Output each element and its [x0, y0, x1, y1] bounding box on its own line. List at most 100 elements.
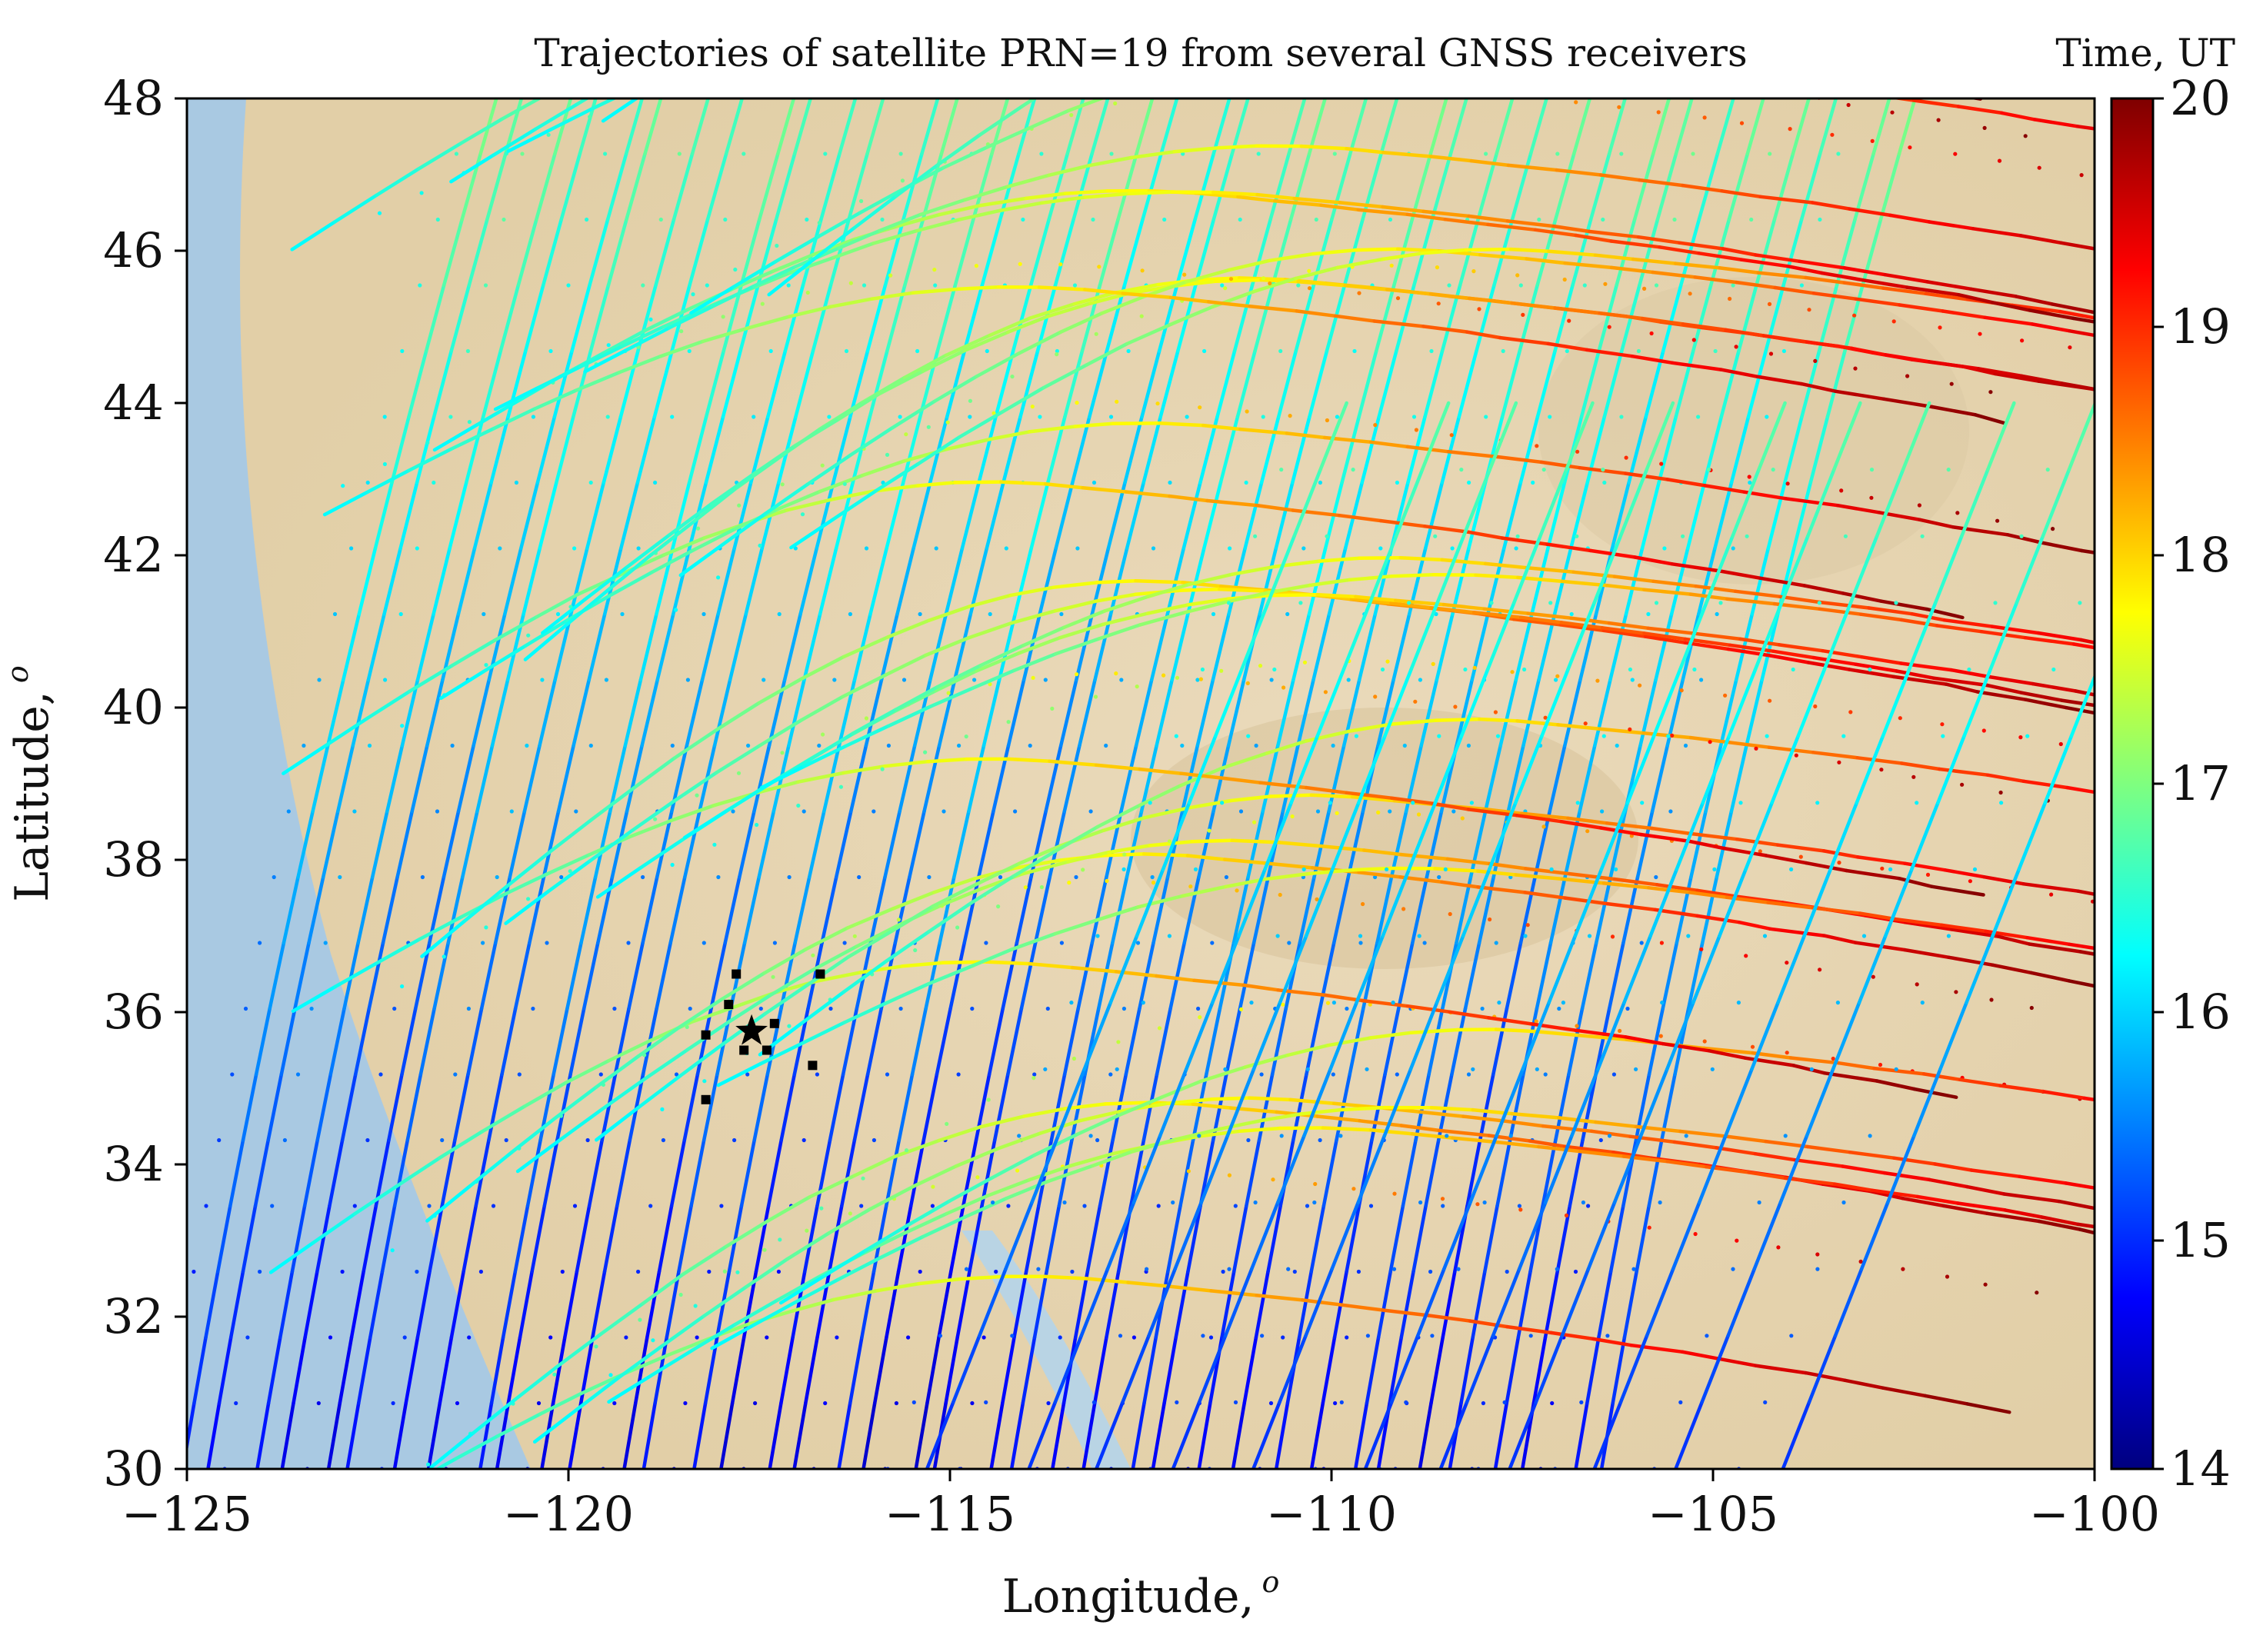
trajectory-point — [1390, 264, 1394, 268]
trajectory-point — [1836, 152, 1840, 155]
trajectory-segment — [2156, 658, 2192, 664]
trajectory-point — [1015, 1168, 1019, 1172]
trajectory-segment — [756, 0, 798, 3]
trajectory-point — [1293, 1270, 1297, 1274]
trajectory-segment — [1150, 11, 1192, 32]
trajectory-segment — [959, 287, 998, 289]
trajectory-point — [1625, 1007, 1629, 1011]
trajectory-point — [1988, 390, 1992, 394]
trajectory-point — [723, 1270, 727, 1274]
trajectory-point — [574, 809, 578, 813]
trajectory-point — [1481, 1007, 1485, 1011]
trajectory-point — [1818, 218, 1821, 221]
trajectory-point — [1366, 1334, 1370, 1337]
trajectory-point — [811, 954, 815, 958]
trajectory-point — [1175, 734, 1178, 738]
trajectory-point — [1668, 809, 1672, 813]
trajectory-segment — [2150, 1197, 2185, 1204]
trajectory-point — [671, 863, 675, 867]
trajectory-point — [946, 421, 950, 425]
trajectory-point — [1435, 265, 1439, 269]
trajectory-point — [1269, 1401, 1273, 1405]
trajectory-point — [1703, 115, 1707, 119]
trajectory-point — [1617, 105, 1621, 109]
trajectory-point — [1519, 283, 1523, 287]
trajectory-point — [484, 283, 488, 287]
trajectory-point — [1328, 801, 1332, 804]
trajectory-point — [1381, 668, 1385, 671]
trajectory-segment — [1113, 423, 1160, 424]
trajectory-point — [1175, 676, 1179, 680]
trajectory-point — [1634, 1067, 1638, 1071]
trajectory-point — [688, 349, 692, 353]
trajectory-point — [942, 809, 945, 813]
trajectory-point — [1475, 1202, 1479, 1206]
trajectory-point — [1953, 152, 1957, 156]
trajectory-point — [432, 481, 435, 485]
trajectory-point — [1275, 86, 1279, 90]
trajectory-point — [2195, 367, 2199, 371]
trajectory-point — [861, 1177, 865, 1181]
trajectory-point — [1303, 661, 1307, 664]
trajectory-segment — [2175, 1111, 2214, 1118]
trajectory-point — [1619, 152, 1623, 155]
trajectory-segment — [2161, 906, 2198, 914]
trajectory-point — [1718, 601, 1722, 605]
trajectory-segment — [1922, 2, 1963, 10]
trajectory-point — [641, 875, 645, 879]
trajectory-segment — [1466, 249, 1511, 250]
trajectory-point — [1915, 982, 1919, 986]
trajectory-point — [752, 415, 755, 418]
trajectory-segment — [2207, 661, 2247, 669]
trajectory-point — [589, 744, 593, 748]
trajectory-point — [1095, 934, 1099, 938]
trajectory-point — [338, 875, 342, 879]
trajectory-point — [540, 678, 544, 681]
trajectory-point — [1692, 668, 1696, 671]
trajectory-point — [885, 1072, 889, 1076]
trajectory-point — [1219, 669, 1223, 673]
trajectory-point — [612, 1401, 616, 1405]
trajectory-point — [1246, 734, 1250, 738]
trajectory-point — [1074, 875, 1078, 879]
trajectory-point — [1373, 423, 1377, 427]
trajectory-point — [1305, 25, 1308, 29]
trajectory-point — [1911, 775, 1915, 779]
trajectory-point — [1584, 721, 1588, 725]
trajectory-point — [1271, 1177, 1275, 1181]
trajectory-point — [1046, 1007, 1050, 1011]
trajectory-point — [1555, 1267, 1559, 1271]
trajectory-point — [853, 934, 857, 938]
trajectory-segment — [2079, 8, 2122, 15]
trajectory-point — [1188, 884, 1192, 888]
trajectory-point — [1574, 1270, 1578, 1274]
trajectory-point — [1738, 801, 1742, 804]
trajectory-point — [802, 1138, 806, 1142]
trajectory-point — [1844, 535, 1848, 538]
trajectory-segment — [1385, 2, 1431, 8]
trajectory-point — [1947, 934, 1951, 938]
receiver-point — [702, 1095, 711, 1104]
trajectory-point — [1092, 6, 1096, 10]
trajectory-point — [1576, 801, 1580, 804]
trajectory-point — [180, 1335, 184, 1339]
trajectory-point — [2030, 1006, 2034, 1010]
trajectory-point — [1648, 1226, 1651, 1230]
trajectory-point — [1286, 1267, 1290, 1271]
trajectory-point — [2020, 535, 2024, 538]
trajectory-point — [1021, 218, 1025, 221]
receiver-point — [724, 1000, 733, 1009]
trajectory-segment — [1768, 0, 1820, 2]
trajectory-point — [1411, 801, 1415, 804]
trajectory-segment — [1301, 146, 1347, 148]
trajectory-point — [1345, 1335, 1348, 1339]
trajectory-point — [1168, 839, 1171, 843]
trajectory-point — [1437, 301, 1441, 305]
trajectory-point — [994, 1270, 998, 1274]
trajectory-point — [1207, 828, 1211, 832]
y-tick-label: 44 — [103, 375, 164, 431]
trajectory-point — [1537, 218, 1541, 221]
trajectory-point — [537, 1401, 541, 1405]
trajectory-point — [384, 1494, 388, 1497]
trajectory-point — [1871, 139, 1875, 143]
